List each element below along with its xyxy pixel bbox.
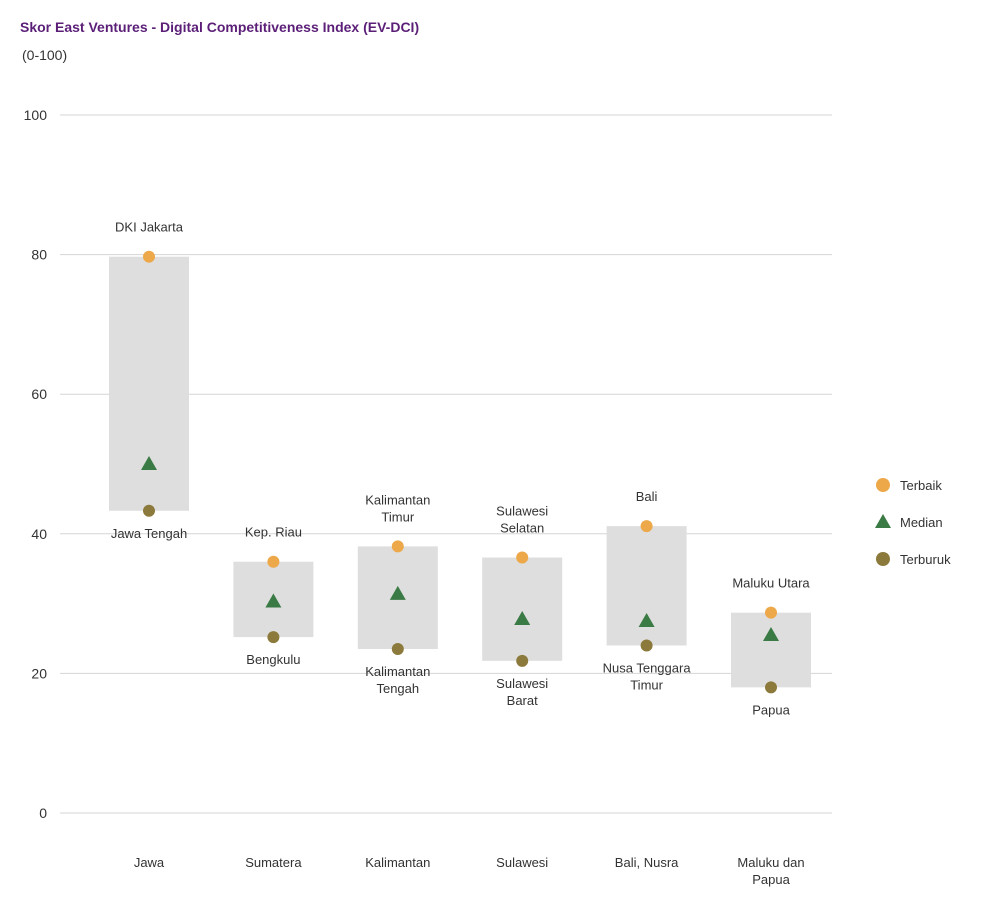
worst-point-3 [516, 654, 529, 667]
worst-label-0: Jawa Tengah [111, 526, 187, 541]
category-label-2: Kalimantan [365, 855, 430, 870]
legend-label-worst: Terburuk [900, 552, 951, 567]
median-point-3 [514, 610, 531, 625]
category-label-4: Bali, Nusra [615, 855, 679, 870]
median-point-5 [763, 627, 779, 642]
worst-point-5 [765, 681, 777, 694]
best-label-4: Bali [636, 489, 658, 504]
worst-label-1: Bengkulu [246, 652, 300, 667]
chart-title: Skor East Ventures - Digital Competitive… [20, 19, 420, 35]
best-label-1: Kep. Riau [245, 525, 302, 540]
chart-subtitle: (0-100) [22, 47, 68, 63]
best-label-0: DKI Jakarta [115, 220, 184, 235]
best-point-3 [516, 551, 529, 564]
y-tick-label-0: 0 [39, 805, 47, 821]
y-tick-label-40: 40 [31, 526, 47, 542]
range-box-0 [109, 256, 189, 511]
legend-marker-median [875, 514, 891, 528]
y-tick-label-80: 80 [31, 247, 47, 263]
best-point-5 [765, 606, 777, 619]
y-tick-label-60: 60 [31, 386, 47, 402]
best-label-5: Maluku Utara [732, 576, 810, 591]
worst-point-4 [640, 639, 653, 652]
worst-point-0 [143, 504, 155, 517]
legend-marker-best [876, 478, 890, 492]
range-box-4 [606, 526, 687, 646]
y-tick-label-100: 100 [24, 107, 48, 123]
best-point-4 [640, 520, 653, 533]
worst-point-2 [391, 642, 404, 655]
median-point-1 [265, 593, 282, 608]
worst-point-1 [267, 631, 280, 644]
y-tick-label-20: 20 [31, 665, 47, 681]
worst-label-3: Sulawesi Barat [496, 676, 548, 708]
median-point-0 [141, 456, 157, 470]
range-box-3 [482, 557, 563, 661]
worst-label-4: Nusa Tenggara Timur [603, 660, 692, 692]
category-label-5: Maluku dan Papua [737, 855, 804, 887]
category-label-3: Sulawesi [496, 855, 548, 870]
range-box-5 [731, 612, 811, 688]
median-point-2 [389, 585, 406, 600]
median-point-4 [638, 613, 655, 628]
worst-label-5: Papua [752, 702, 790, 717]
worst-label-2: Kalimantan Tengah [365, 664, 430, 696]
best-label-2: Kalimantan Timur [365, 492, 430, 524]
legend-marker-worst [876, 552, 890, 566]
best-point-2 [391, 540, 404, 553]
category-label-0: Jawa [134, 855, 165, 870]
best-point-0 [143, 250, 155, 263]
best-point-1 [267, 555, 280, 568]
best-label-3: Sulawesi Selatan [496, 504, 548, 536]
legend-label-best: Terbaik [900, 478, 942, 493]
category-label-1: Sumatera [245, 855, 302, 870]
legend-label-median: Median [900, 515, 943, 530]
